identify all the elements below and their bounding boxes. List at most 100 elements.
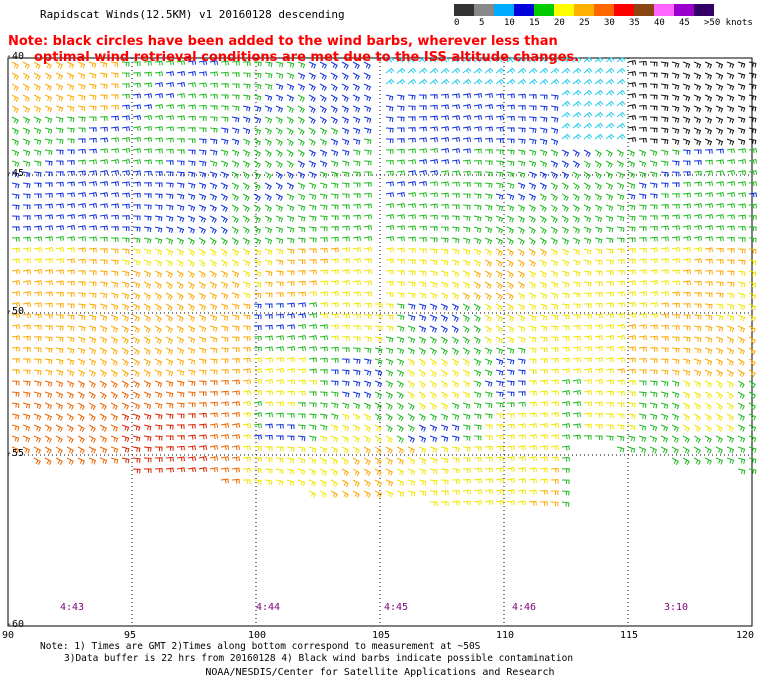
wind-barb [715, 336, 724, 344]
legend-label: 25 [579, 18, 590, 28]
wind-barb [341, 204, 350, 209]
wind-barb [396, 67, 406, 74]
wind-barb [473, 237, 482, 245]
wind-barb [198, 445, 208, 451]
wind-barb [517, 281, 525, 289]
wind-barb [396, 314, 405, 321]
wind-barb [616, 182, 625, 190]
wind-barb [44, 171, 53, 177]
wind-barb [55, 457, 63, 466]
wind-barb [88, 181, 98, 187]
wind-barb [253, 105, 262, 112]
wind-barb [682, 258, 692, 264]
wind-barb [671, 291, 680, 297]
wind-barb [55, 258, 65, 264]
wind-barb [693, 214, 703, 220]
wind-barb [363, 192, 372, 198]
wind-barb [737, 148, 747, 154]
wind-barb [99, 203, 109, 209]
wind-barb [561, 357, 570, 363]
wind-barb [132, 148, 142, 154]
wind-barb [506, 434, 515, 440]
wind-barb [352, 72, 360, 81]
wind-barb [55, 280, 64, 286]
wind-barb [550, 390, 560, 396]
wind-barb [231, 204, 239, 213]
wind-barb [198, 325, 207, 333]
wind-barb [297, 61, 306, 69]
wind-barb [418, 292, 427, 299]
wind-barb [143, 71, 152, 77]
wind-barb [176, 369, 185, 376]
wind-barb [330, 236, 339, 242]
wind-barb [143, 457, 152, 463]
wind-barb [628, 237, 636, 242]
wind-barb [165, 126, 174, 132]
wind-barb [649, 127, 658, 133]
wind-barb [264, 479, 273, 485]
wind-barb [253, 215, 261, 223]
wind-barb [473, 446, 482, 451]
wind-barb [572, 357, 582, 363]
wind-barb [44, 269, 54, 275]
wind-barb [594, 182, 602, 190]
wind-barb [363, 391, 372, 399]
wind-barb [352, 347, 361, 353]
wind-barb [220, 434, 230, 440]
wind-barb [341, 446, 349, 454]
wind-barb [594, 435, 603, 441]
wind-barb [693, 446, 701, 455]
wind-barb [726, 181, 736, 187]
wind-barb [726, 83, 735, 91]
wind-barb [165, 259, 174, 267]
wind-barb [550, 78, 560, 85]
wind-barb [473, 193, 482, 199]
wind-barb [550, 67, 560, 74]
wind-barb [550, 138, 559, 146]
wind-barb [451, 402, 460, 410]
wind-barb [264, 292, 273, 298]
wind-barb [594, 67, 604, 74]
wind-barb [649, 160, 658, 167]
wind-barb [407, 67, 417, 74]
wind-barb [77, 336, 86, 343]
wind-barb [22, 193, 31, 199]
wind-barb [209, 71, 218, 77]
wind-barb [682, 149, 691, 155]
wind-barb [440, 126, 450, 132]
wind-barb [297, 215, 306, 222]
wind-barb [121, 457, 130, 464]
legend-label: 30 [604, 18, 615, 28]
wind-barb [495, 325, 504, 333]
wind-barb [209, 347, 218, 354]
wind-barb [132, 391, 141, 399]
wind-barb [352, 413, 361, 421]
wind-barb [319, 160, 328, 168]
wind-barb [88, 369, 96, 377]
wind-barb [440, 93, 449, 99]
wind-barb [22, 72, 30, 81]
wind-barb [748, 148, 758, 154]
wind-barb [440, 435, 449, 442]
wind-barb [231, 171, 240, 179]
wind-barb [627, 335, 637, 341]
wind-barb [638, 313, 648, 319]
wind-barb [319, 258, 328, 264]
wind-barb [407, 192, 417, 198]
wind-barb [275, 281, 284, 287]
wind-barb [121, 336, 129, 345]
wind-barb [23, 358, 31, 363]
wind-barb [638, 369, 647, 374]
wind-barb [440, 314, 448, 322]
wind-barb [407, 225, 416, 231]
wind-barb [165, 182, 174, 188]
wind-barb [396, 303, 405, 309]
wind-barb [176, 193, 185, 200]
wind-barb [297, 313, 307, 319]
wind-barb [44, 214, 53, 220]
wind-barb [55, 127, 64, 134]
wind-barb [242, 479, 251, 484]
wind-barb [638, 391, 647, 397]
wind-barb [737, 281, 746, 288]
wind-barb [110, 457, 119, 464]
